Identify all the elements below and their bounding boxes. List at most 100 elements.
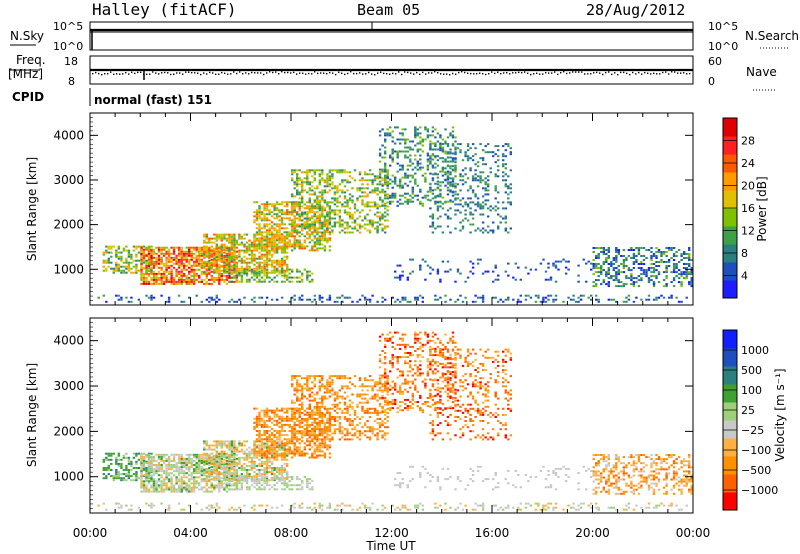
power-cell	[645, 271, 648, 274]
power-cell	[273, 251, 276, 254]
power-cell	[280, 219, 284, 222]
power-cell	[481, 171, 485, 174]
power-cell	[260, 243, 264, 246]
power-cell	[492, 229, 495, 232]
velocity-cell	[190, 474, 193, 477]
power-cell	[394, 182, 397, 185]
power-cell	[270, 221, 274, 224]
power-cell	[265, 229, 269, 232]
power-cell	[170, 268, 173, 271]
power-cell	[275, 249, 279, 252]
power-cell	[213, 278, 216, 281]
velocity-cell	[213, 471, 216, 474]
power-cell	[436, 298, 440, 301]
power-cell	[336, 209, 339, 212]
velocity-cell	[180, 453, 183, 456]
power-cell	[640, 267, 643, 269]
velocity-cell	[162, 480, 166, 483]
power-cell	[318, 191, 321, 194]
power-cell	[492, 296, 495, 299]
power-cell	[205, 255, 208, 258]
power-cell	[655, 275, 658, 278]
power-x-axis	[89, 113, 694, 305]
velocity-cell	[160, 470, 163, 473]
power-cell	[117, 263, 120, 266]
velocity-cell	[205, 472, 208, 475]
power-cell	[177, 252, 181, 255]
nsky-tick-top: 10^5	[53, 20, 83, 33]
velocity-cell	[167, 474, 171, 477]
power-cell	[461, 219, 465, 222]
power-cell	[288, 300, 291, 303]
velocity-cell	[165, 474, 168, 477]
nave-dot	[191, 72, 193, 74]
power-cell	[218, 237, 221, 240]
velocity-cell	[203, 480, 206, 483]
power-cell	[326, 215, 329, 218]
power-cell	[539, 300, 543, 303]
power-cell	[253, 219, 256, 222]
power-cell	[208, 300, 211, 303]
velocity-cell	[188, 459, 191, 462]
power-cell	[321, 296, 324, 299]
power-cell	[454, 151, 457, 154]
power-cell	[180, 276, 183, 279]
power-cell	[479, 203, 482, 206]
power-cell	[115, 294, 118, 297]
power-cell	[454, 136, 457, 139]
power-cell	[331, 229, 334, 232]
power-cell	[273, 271, 276, 274]
power-cell	[368, 209, 372, 212]
power-cell	[476, 262, 480, 265]
nave-dot	[218, 73, 220, 75]
power-cell	[338, 223, 342, 226]
power-cell	[238, 249, 241, 252]
power-cell	[481, 221, 485, 224]
nave-dot	[623, 71, 625, 74]
power-cell	[326, 241, 329, 244]
nave-dot	[104, 73, 106, 75]
power-cell	[205, 252, 208, 255]
power-cell	[180, 250, 183, 253]
velocity-cell	[203, 479, 206, 482]
nave-dot	[611, 73, 613, 76]
power-cell	[346, 189, 349, 192]
power-cell	[190, 270, 193, 273]
power-cell	[223, 262, 226, 265]
velocity-cell	[215, 477, 218, 480]
power-cell	[293, 239, 296, 242]
power-cell	[132, 271, 136, 274]
power-cell	[429, 190, 432, 193]
power-cell	[341, 169, 344, 172]
power-cell	[313, 225, 316, 228]
power-cell	[175, 270, 178, 273]
velocity-cell	[215, 486, 218, 489]
nsearch-label: N.Search	[745, 29, 799, 43]
power-cell	[140, 246, 143, 249]
velocity-cell	[213, 440, 216, 443]
velocity-cell	[218, 475, 221, 478]
nave-dot	[434, 71, 436, 73]
power-cell	[303, 227, 306, 230]
power-cell	[233, 256, 236, 259]
nave-dot	[674, 71, 676, 73]
power-cell	[140, 262, 143, 265]
power-cell	[240, 280, 244, 283]
power-cell	[147, 246, 151, 249]
power-cell	[120, 259, 123, 262]
power-cell	[429, 140, 432, 143]
power-cell	[220, 272, 223, 275]
power-cell	[308, 237, 311, 240]
velocity-cell	[223, 482, 226, 485]
power-cell	[426, 128, 430, 131]
velocity-cell	[248, 475, 251, 478]
power-cell	[652, 275, 656, 278]
power-cell	[341, 191, 344, 194]
power-cell	[140, 274, 143, 277]
power-cell	[195, 272, 198, 275]
power-cell	[436, 140, 440, 143]
power-cell	[685, 267, 688, 269]
power-cell	[625, 275, 628, 278]
power-cell	[657, 296, 661, 299]
